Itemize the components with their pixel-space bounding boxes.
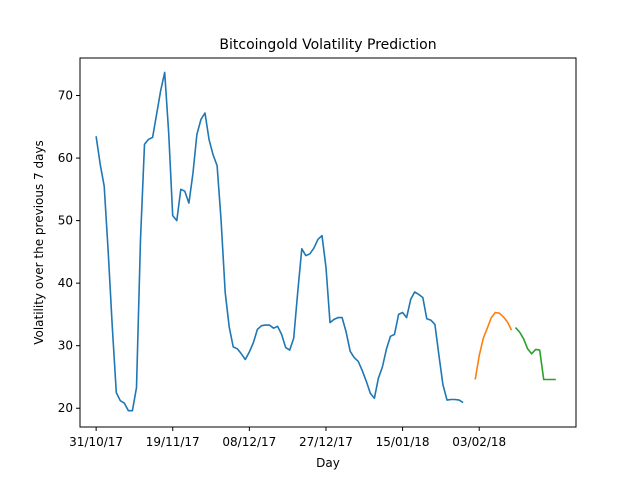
x-axis-title: Day [316,456,340,470]
x-tick-label: 03/02/18 [452,435,506,449]
y-axis-title: Volatility over the previous 7 days [32,140,46,345]
plot-frame [79,57,577,428]
x-tick-label: 19/11/17 [146,435,200,449]
series-layer [95,71,556,412]
chart-title: Bitcoingold Volatility Prediction [219,37,436,53]
y-tick-label: 20 [58,401,73,415]
y-tick-label: 40 [58,276,73,290]
x-tick-label: 15/01/18 [376,435,430,449]
x-tick-label: 27/12/17 [299,435,353,449]
y-tick-label: 60 [58,151,73,165]
series-line-2 [474,311,513,380]
y-tick-label: 30 [58,339,73,353]
series-line-1 [95,71,464,412]
y-axis: 20 30 40 50 60 70 [58,89,80,415]
x-axis: 31/10/17 19/11/17 08/12/17 27/12/17 15/01/18… [69,427,506,449]
x-tick-label: 08/12/17 [222,435,276,449]
y-tick-label: 50 [58,214,73,228]
series-line-3 [514,327,556,381]
y-tick-label: 70 [58,89,73,103]
x-tick-label: 31/10/17 [69,435,123,449]
